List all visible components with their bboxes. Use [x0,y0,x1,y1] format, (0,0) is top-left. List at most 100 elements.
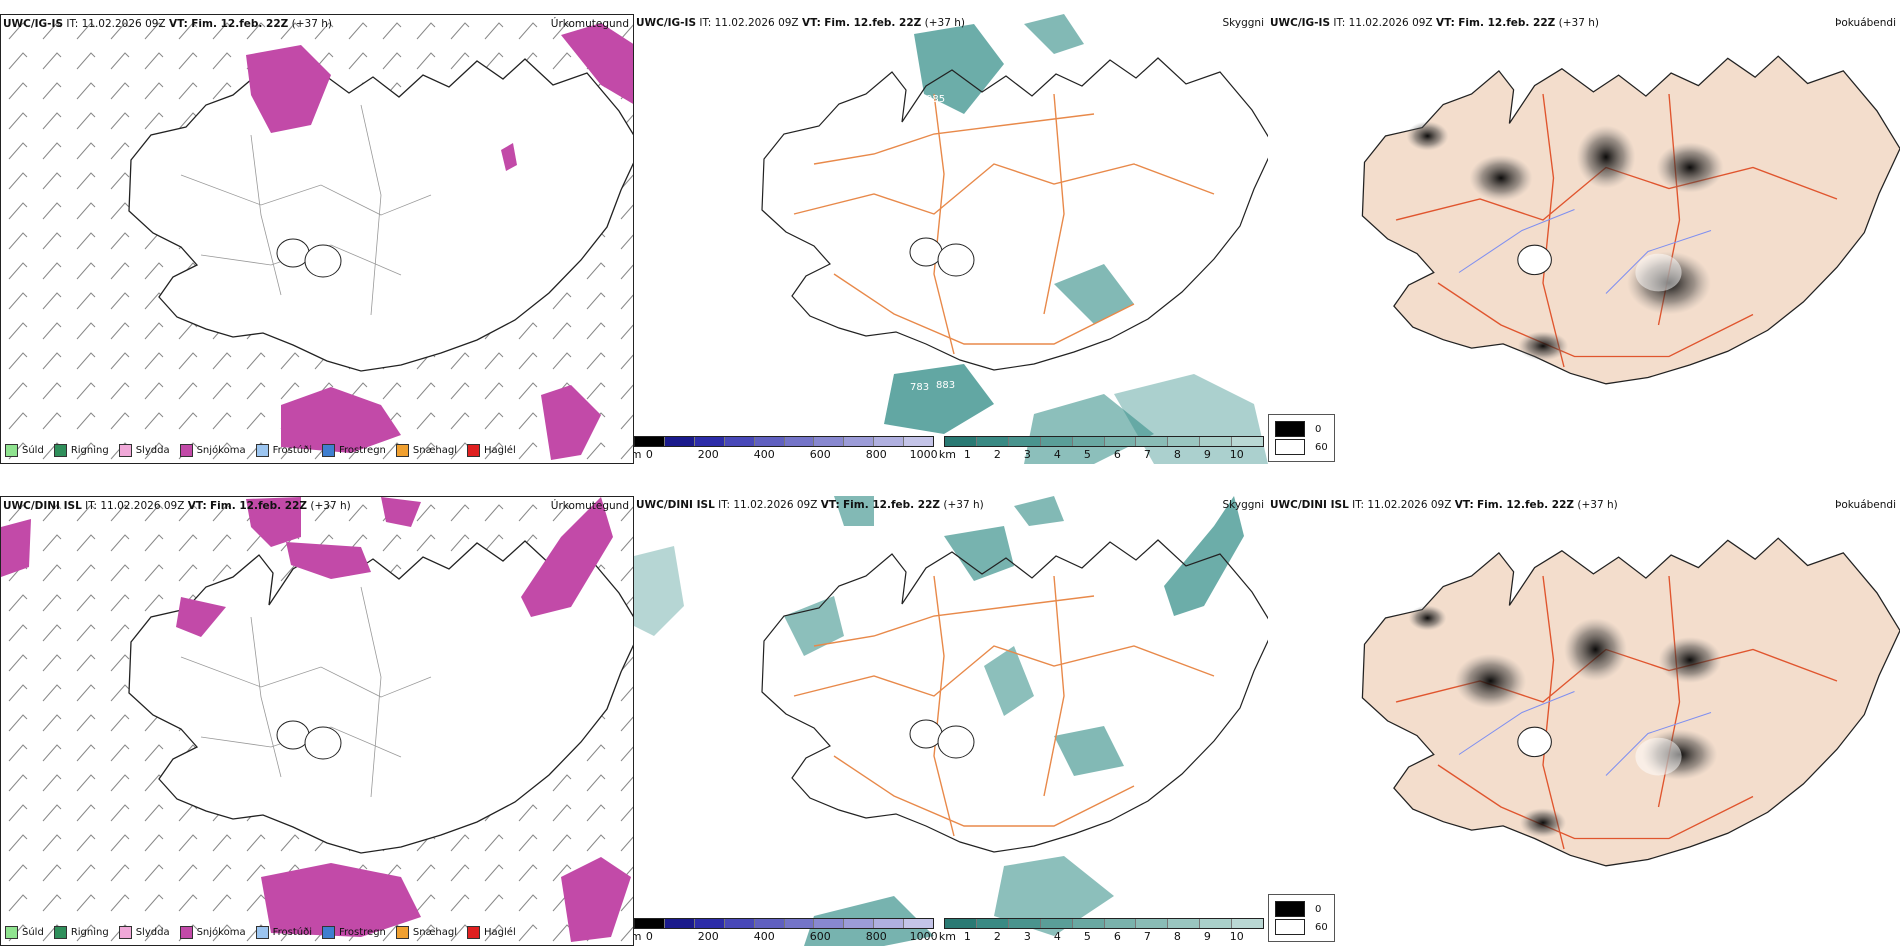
lead-time: (+37 h) [291,18,332,30]
fog-legend: 0 60 [1268,414,1335,462]
lead-time: (+37 h) [1577,499,1618,511]
fog-index-panel-row2: UWC/DINI ISL IT: 11.02.2026 09Z VT: Fim.… [1268,496,1900,946]
legend-swatch [5,926,18,939]
ceiling-label: 956 [934,864,953,875]
legend-label: Slydda [135,927,170,938]
legend-swatch [5,444,18,457]
vt-label: VT: [820,499,840,511]
legend-swatch [467,444,481,457]
legend-label: Frostregn [339,927,386,938]
colorbar-tick: 4 [1053,930,1061,943]
legend-label: Rigning [70,445,109,456]
vt-value: Fim. 12.feb. 22Z [1458,17,1556,29]
snow-area [246,497,301,547]
ceiling-label: 985 [926,94,945,105]
legend-item: Haglél [467,926,516,939]
legend-label: Frostregn [339,445,386,456]
colorbar-tick: 7 [1143,930,1151,943]
panel-title: Þokuábendi [1835,17,1896,29]
fog-legend-swatch [1275,919,1305,935]
fog-legend-label: 60 [1315,441,1328,453]
colorbar-tick: 2 [993,930,1001,943]
lead-time: (+37 h) [924,17,965,29]
colorbar-tick: 4 [1053,448,1061,461]
fog-legend-swatch [1275,421,1305,437]
legend-label: Súld [22,445,44,456]
ceiling-colorbar: m 0 200 400 600 800 1000 [634,918,938,944]
panel-header: UWC/DINI ISL IT: 11.02.2026 09Z VT: Fim.… [3,500,351,512]
legend-item: Haglél [467,444,516,457]
it-label: IT: [699,17,712,29]
colorbar-tick: 1000 [909,930,938,943]
colorbar-tick: 7 [1143,448,1151,461]
precip-legend: Súld Rigning Slydda Snjókoma Frostúði Fr… [5,926,516,939]
colorbar-swatches [944,918,1264,929]
colorbar-swatches [634,436,934,447]
colorbar-tick: 200 [697,930,719,943]
fog-legend-item: 60 [1275,919,1328,935]
legend-item: Rigning [53,926,109,939]
visibility-colorbar: km 1 2 3 4 5 6 7 8 9 10 [939,436,1264,462]
colorbar-unit: m [634,448,642,461]
legend-label: Snæhagl [412,927,458,938]
legend-label: Rigning [70,927,109,938]
legend-swatch [395,444,409,457]
legend-item: Slydda [118,926,170,939]
vt-value: Fim. 12.feb. 22Z [210,500,308,512]
legend-swatch [179,444,193,457]
legend-label: Frostúði [272,927,312,938]
legend-swatch [118,926,132,939]
panel-title: Þokuábendi [1835,499,1896,511]
it-value: 11.02.2026 09Z [81,18,166,30]
legend-swatch [322,926,335,939]
it-value: 11.02.2026 09Z [733,499,818,511]
legend-swatch [179,926,193,939]
it-value: 11.02.2026 09Z [1367,499,1452,511]
visibility-map: 895 956 [634,496,1268,946]
legend-item: Frostúði [255,444,312,457]
vt-value: Fim. 12.feb. 22Z [824,17,922,29]
colorbar-tick: 9 [1203,448,1211,461]
it-value: 11.02.2026 09Z [1348,17,1433,29]
vt-label: VT: [1454,499,1474,511]
ceiling-label: 263 [1094,138,1113,149]
it-value: 11.02.2026 09Z [100,500,185,512]
ceiling-label: 895 [908,866,927,877]
vt-label: VT: [801,17,821,29]
vt-label: VT: [1435,17,1455,29]
colorbar-tick: 600 [809,930,831,943]
vt-label: VT: [168,18,188,30]
snow-area [561,23,633,104]
legend-item: Slydda [118,444,170,457]
fog-legend-label: 0 [1315,423,1322,435]
snow-area [246,45,331,133]
colorbar-tick: 8 [1173,448,1181,461]
colorbar-tick: 1 [963,930,971,943]
colorbar-swatches [944,436,1264,447]
legend-swatch [53,926,67,939]
ceiling-label: 883 [936,380,955,391]
model-name: UWC/DINI ISL [1270,499,1349,511]
legend-swatch [255,926,269,939]
colorbar-tick: 6 [1113,448,1121,461]
snow-area [1,519,31,577]
legend-label: Súld [22,927,44,938]
vt-value: Fim. 12.feb. 22Z [843,499,941,511]
legend-swatch [322,444,335,457]
fog-legend-swatch [1275,439,1305,455]
snow-area [281,387,401,453]
colorbar-tick: 200 [697,448,719,461]
fog-legend-swatch [1275,901,1305,917]
precip-legend: Súld Rigning Slydda Snjókoma Frostúði Fr… [5,444,516,457]
visibility-colorbar: km 1 2 3 4 5 6 7 8 9 10 [939,918,1264,944]
colorbar-tick: 0 [645,448,653,461]
lead-time: (+37 h) [1558,17,1599,29]
colorbar-tick: 5 [1083,448,1091,461]
legend-item: Rigning [53,444,109,457]
it-label: IT: [66,18,79,30]
panel-title: Skyggni [1222,17,1265,29]
colorbar-tick: 2 [993,448,1001,461]
snow-area [286,542,371,579]
precip-type-map [1,15,633,463]
colorbar-tick: 1000 [909,448,938,461]
